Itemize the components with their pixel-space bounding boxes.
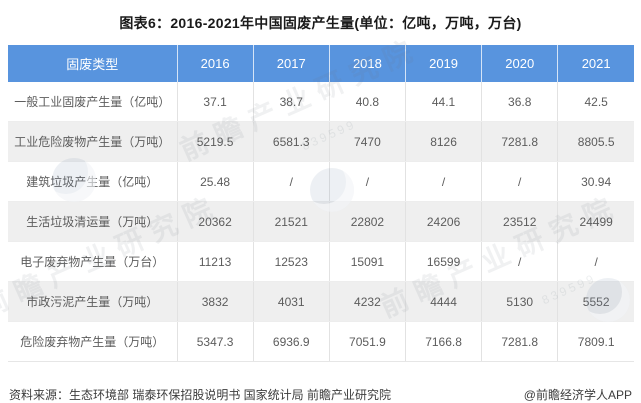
data-table: 固废类型 2016 2017 2018 2019 2020 2021 一般工业固… [8, 45, 634, 362]
row-label: 生活垃圾清运量（万吨） [8, 201, 178, 242]
cell-value: 5347.3 [177, 321, 254, 362]
cell-value: 4031 [253, 281, 330, 322]
column-header-2018: 2018 [329, 45, 406, 82]
cell-value: / [253, 161, 330, 202]
cell-value: 16599 [405, 241, 483, 282]
cell-value: 7166.8 [405, 321, 483, 362]
row-label: 电子废弃物产生量（万台） [8, 241, 178, 282]
cell-value: 4232 [329, 281, 406, 322]
cell-value: 36.8 [481, 82, 559, 122]
cell-value: / [405, 161, 483, 202]
cell-value: 24206 [405, 201, 483, 242]
table-row: 市政污泥产生量（万吨） 3832 4031 4232 4444 5130 5552 [8, 281, 634, 322]
cell-value: 5219.5 [177, 121, 254, 162]
column-header-2016: 2016 [177, 45, 254, 82]
row-label: 危险废弃物产生量（万吨） [8, 321, 178, 362]
figure-title: 图表6：2016-2021年中国固废产生量(单位：亿吨，万吨，万台) [119, 15, 522, 31]
column-header-type: 固废类型 [8, 45, 178, 82]
cell-value: 7809.1 [557, 321, 634, 362]
table-header: 固废类型 2016 2017 2018 2019 2020 2021 [8, 45, 634, 82]
row-label: 市政污泥产生量（万吨） [8, 281, 178, 322]
cell-value: / [481, 241, 559, 282]
cell-value: 6581.3 [253, 121, 330, 162]
cell-value: 12523 [253, 241, 330, 282]
column-header-2021: 2021 [557, 45, 634, 82]
cell-value: 44.1 [405, 82, 483, 122]
cell-value: 22802 [329, 201, 406, 242]
cell-value: 21521 [253, 201, 330, 242]
cell-value: 7281.8 [481, 321, 559, 362]
column-header-2019: 2019 [405, 45, 483, 82]
cell-value: 8126 [405, 121, 483, 162]
row-label: 一般工业固废产生量（亿吨） [8, 82, 178, 122]
cell-value: 25.48 [177, 161, 254, 202]
cell-value: 7051.9 [329, 321, 406, 362]
cell-value: 30.94 [557, 161, 634, 202]
row-label: 工业危险废物产生量（万吨） [8, 121, 178, 162]
source-note: 资料来源：生态环境部 瑞泰环保招股说明书 国家统计局 前瞻产业研究院 [9, 388, 392, 402]
cell-value: 7281.8 [481, 121, 559, 162]
cell-value: 40.8 [329, 82, 406, 122]
cell-value: 24499 [557, 201, 634, 242]
cell-value: / [481, 161, 559, 202]
cell-value: 7470 [329, 121, 406, 162]
cell-value: 42.5 [557, 82, 634, 122]
table-row: 电子废弃物产生量（万台） 11213 12523 15091 16599// [8, 241, 634, 282]
table-row: 建筑垃圾产生量（亿吨） 25.48// //30.94 [8, 161, 634, 202]
cell-value: / [329, 161, 406, 202]
cell-value: 6936.9 [253, 321, 330, 362]
cell-value: 4444 [405, 281, 483, 322]
cell-value: 38.7 [253, 82, 330, 122]
column-header-2017: 2017 [253, 45, 330, 82]
credit-note: @前瞻经济学人APP [523, 388, 632, 402]
cell-value: 23512 [481, 201, 559, 242]
cell-value: 37.1 [177, 82, 254, 122]
cell-value: 11213 [177, 241, 254, 282]
cell-value: 8805.5 [557, 121, 634, 162]
row-label: 建筑垃圾产生量（亿吨） [8, 161, 178, 202]
cell-value: 3832 [177, 281, 254, 322]
table-row: 危险废弃物产生量（万吨） 5347.3 6936.9 7051.9 7166.8 7281… [8, 321, 634, 362]
cell-value: 5552 [557, 281, 634, 322]
cell-value: 5130 [481, 281, 559, 322]
table-row: 工业危险废物产生量（万吨） 5219.5 6581.3 7470 8126 7281.8 8… [8, 121, 634, 162]
table-row: 一般工业固废产生量（亿吨） 37.1 38.7 40.8 44.1 36.8 42.5 [8, 82, 634, 122]
table-body: 一般工业固废产生量（亿吨） 37.1 38.7 40.8 44.1 36.8 42.5 工业危… [8, 82, 634, 362]
cell-value: 20362 [177, 201, 254, 242]
table-row: 生活垃圾清运量（万吨） 20362 21521 22802 24206 23512 2449… [8, 201, 634, 242]
figure-footer: 资料来源：生态环境部 瑞泰环保招股说明书 国家统计局 前瞻产业研究院 @前瞻经济… [9, 386, 632, 403]
table-header-row: 固废类型 2016 2017 2018 2019 2020 2021 [8, 45, 634, 82]
column-header-2020: 2020 [481, 45, 559, 82]
cell-value: / [557, 241, 634, 282]
cell-value: 15091 [329, 241, 406, 282]
